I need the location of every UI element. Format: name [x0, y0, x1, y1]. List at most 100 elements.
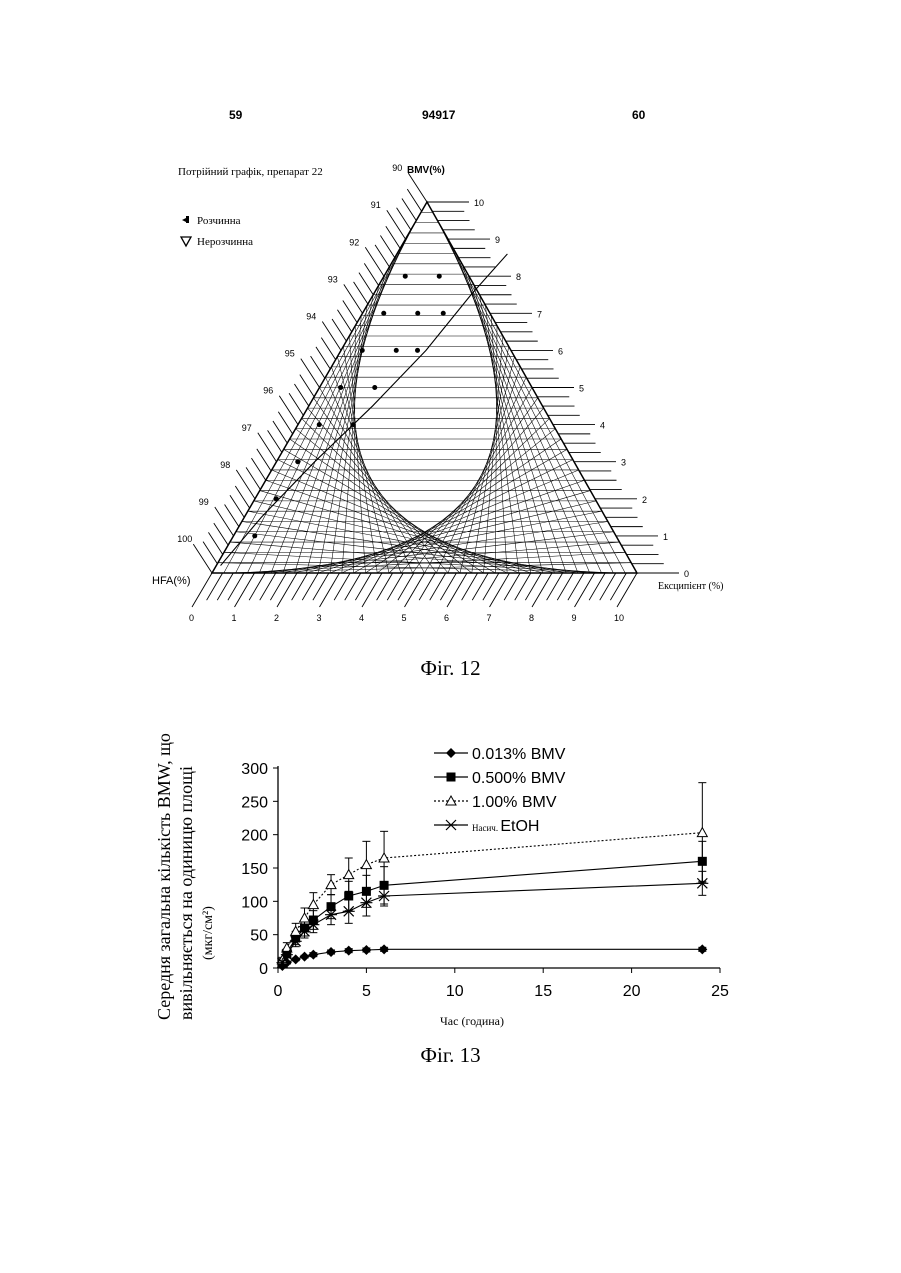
legend-label: Насич. EtOH	[472, 818, 539, 835]
ternary-grid-line	[314, 398, 437, 573]
hfa-tick	[230, 495, 244, 517]
hfa-tick	[278, 412, 292, 434]
excipient-tick-label: 5	[579, 384, 584, 394]
hfa-tick	[408, 173, 427, 202]
hfa-tick-label: 92	[349, 237, 359, 247]
x-tick-label: 15	[534, 983, 552, 1000]
bmv-tick	[362, 573, 382, 607]
soluble-point	[415, 311, 420, 316]
hfa-tick	[397, 208, 411, 230]
hfa-tick-label: 90	[392, 163, 402, 173]
y-tick-label: 0	[259, 961, 268, 978]
excipient-tick-label: 4	[600, 421, 605, 431]
bmv-tick	[377, 573, 393, 600]
legend-marker	[445, 820, 457, 830]
excipient-tick-label: 3	[621, 458, 626, 468]
hfa-tick	[225, 505, 239, 527]
bmv-tick	[490, 573, 510, 607]
excipient-tick-label: 8	[516, 272, 521, 282]
bmv-tick	[320, 573, 340, 607]
hfa-tick	[246, 467, 260, 489]
bmv-tick	[292, 573, 308, 600]
ternary-grid-line	[266, 480, 531, 573]
soluble-point	[360, 348, 365, 353]
hfa-tick	[294, 384, 308, 406]
hfa-tick-label: 94	[306, 312, 316, 322]
soluble-point	[381, 311, 386, 316]
hfa-tick-label: 97	[242, 423, 252, 433]
x-tick-label: 10	[446, 983, 464, 1000]
bmv-tick	[447, 573, 467, 607]
bmv-tick	[610, 573, 626, 600]
hfa-tick	[279, 396, 298, 425]
bmv-tick	[547, 573, 563, 600]
bmv-tick	[345, 573, 361, 600]
bmv-tick-label: 10	[614, 613, 624, 623]
bmv-tick	[249, 573, 265, 600]
bmv-tick-label: 5	[402, 613, 407, 623]
ternary-legend: Розчинна Нерозчинна	[181, 215, 253, 248]
bmv-tick	[228, 573, 244, 600]
hfa-tick	[407, 189, 421, 211]
excipient-tick-label: 9	[495, 235, 500, 245]
data-point	[308, 950, 318, 960]
ternary-grid-line	[456, 254, 578, 573]
ternary-grid-line	[433, 212, 625, 573]
bmv-tick	[217, 573, 233, 600]
bmv-tick	[334, 573, 350, 600]
data-point	[697, 944, 707, 954]
hfa-tick-label: 99	[199, 497, 209, 507]
excipient-tick-label: 1	[663, 532, 668, 542]
y-tick-label: 300	[241, 761, 268, 778]
hfa-tick	[380, 236, 394, 258]
soluble-point	[317, 422, 322, 427]
hfa-tick	[235, 486, 249, 508]
y-axis-title-line-2: вивільняється на одиницю площі	[176, 766, 196, 1020]
data-point	[344, 946, 354, 956]
hfa-tick-label: 93	[328, 274, 338, 284]
hfa-tick	[251, 458, 265, 480]
hfa-tick	[214, 523, 228, 545]
hfa-tick-label: 95	[285, 349, 295, 359]
legend-insoluble-label: Нерозчинна	[197, 236, 253, 248]
bmv-tick	[568, 573, 584, 600]
bmv-tick	[419, 573, 435, 600]
bmv-tick	[235, 573, 255, 607]
hfa-tick	[258, 433, 277, 462]
bmv-axis-label: BMV(%)	[407, 165, 445, 176]
legend-label-prefix: Насич.	[472, 823, 500, 833]
bmv-tick	[277, 573, 297, 607]
page-number-left: 59	[229, 108, 242, 122]
excipient-axis-label: Ексципієнт (%)	[658, 581, 724, 592]
bmv-tick-label: 8	[529, 613, 534, 623]
hfa-tick-label: 91	[371, 200, 381, 210]
hfa-tick	[365, 247, 384, 276]
hfa-tick	[193, 544, 212, 573]
excipient-tick-label: 0	[684, 569, 689, 579]
ternary-grid-line	[445, 233, 602, 573]
hfa-tick	[364, 263, 378, 285]
hfa-tick	[208, 532, 222, 554]
bmv-tick	[207, 573, 223, 600]
y-tick-label: 50	[250, 928, 268, 945]
bmv-tick	[440, 573, 456, 600]
bmv-tick	[575, 573, 595, 607]
chart-legend: 0.013% BMV0.500% BMV1.00% BMVНасич. EtOH	[434, 746, 566, 835]
bmv-tick-label: 0	[189, 613, 194, 623]
y-tick-label: 150	[241, 861, 268, 878]
hfa-tick	[387, 210, 406, 239]
hfa-tick	[337, 310, 351, 332]
hfa-tick-label: 100	[177, 534, 192, 544]
bmv-tick	[430, 573, 446, 600]
y-tick-label: 100	[241, 894, 268, 911]
x-axis-title: Час (година)	[440, 1014, 504, 1028]
bmv-tick-label: 9	[572, 613, 577, 623]
star-marker-stroke	[445, 820, 457, 830]
legend-soluble-label: Розчинна	[197, 215, 241, 227]
legend-label: 0.500% BMV	[472, 770, 566, 787]
hfa-tick	[375, 245, 389, 267]
hfa-tick	[402, 198, 416, 220]
bmv-tick	[313, 573, 329, 600]
data-point	[344, 870, 354, 879]
ternary-diagram: 9091929394959697989910010987654321001234…	[0, 140, 901, 660]
